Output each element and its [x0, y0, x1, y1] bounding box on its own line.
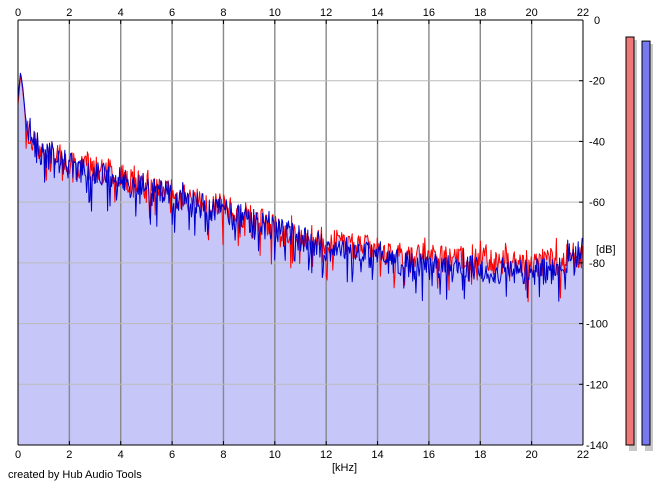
x-tick-label-bottom: 0 — [15, 449, 21, 461]
x-tick-label-bottom: 8 — [220, 449, 226, 461]
x-tick-label-bottom: 2 — [66, 449, 72, 461]
x-tick-label-top: 8 — [220, 7, 226, 19]
y-tick-label: -20 — [589, 76, 605, 88]
y-tick-label: -80 — [589, 258, 605, 270]
x-tick-label-bottom: 18 — [474, 449, 486, 461]
x-tick-label-top: 0 — [15, 7, 21, 19]
spectrum-area-layer — [18, 73, 583, 445]
x-tick-label-bottom: 4 — [118, 449, 124, 461]
x-tick-label-bottom: 6 — [169, 449, 175, 461]
x-tick-label-bottom: 22 — [577, 449, 589, 461]
x-tick-label-top: 20 — [526, 7, 538, 19]
x-tick-label-top: 6 — [169, 7, 175, 19]
x-tick-label-top: 16 — [423, 7, 435, 19]
x-tick-label-bottom: 20 — [526, 449, 538, 461]
y-tick-label: -140 — [586, 440, 608, 452]
axis-layer: 002244668810101212141416161818202022220-… — [15, 7, 608, 461]
grid-layer — [18, 20, 583, 445]
x-tick-label-top: 22 — [577, 7, 589, 19]
y-tick-label: -100 — [586, 319, 608, 331]
x-tick-label-top: 10 — [269, 7, 281, 19]
y-axis-label: [dB] — [596, 244, 616, 256]
x-axis-label: [kHz] — [332, 462, 357, 474]
x-tick-label-bottom: 16 — [423, 449, 435, 461]
y-tick-label: -40 — [589, 136, 605, 148]
y-tick-label: 0 — [594, 15, 600, 27]
level-meters — [625, 36, 653, 452]
spectrum-area — [18, 73, 583, 445]
series-layer — [17, 72, 584, 303]
x-tick-label-bottom: 12 — [320, 449, 332, 461]
credit-text: created by Hub Audio Tools — [8, 469, 142, 481]
x-tick-label-top: 2 — [66, 7, 72, 19]
x-tick-label-bottom: 14 — [371, 449, 383, 461]
x-tick-label-top: 18 — [474, 7, 486, 19]
series-line-0 — [17, 75, 584, 303]
y-tick-label: -120 — [586, 379, 608, 391]
x-tick-label-top: 4 — [118, 7, 124, 19]
level-meter-bar — [625, 36, 635, 446]
series-line-1 — [17, 72, 584, 302]
x-tick-label-top: 14 — [371, 7, 383, 19]
y-tick-label: -60 — [589, 197, 605, 209]
x-tick-label-top: 12 — [320, 7, 332, 19]
x-tick-label-bottom: 10 — [269, 449, 281, 461]
level-meter-bar — [641, 40, 651, 446]
